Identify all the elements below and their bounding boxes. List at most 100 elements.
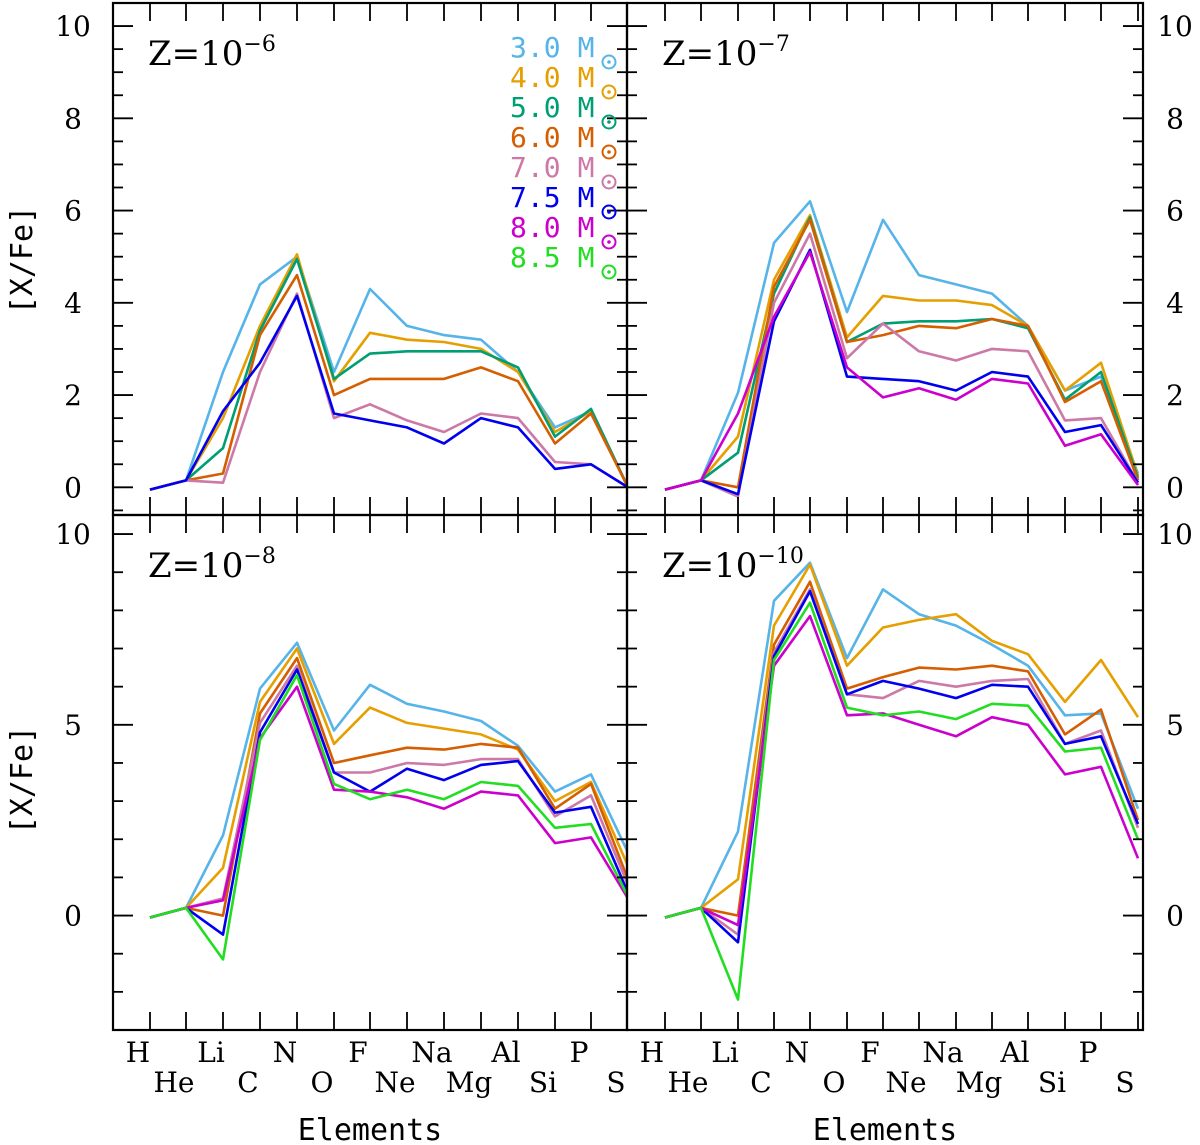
x-tick-label-li: Li	[197, 1036, 225, 1069]
y-tick-label: 0	[64, 900, 82, 933]
x-tick-label-s: S	[606, 1066, 625, 1099]
legend-mass: 4.0	[510, 61, 561, 94]
series-line-3-0-msun	[149, 255, 627, 491]
legend-unit: M	[578, 211, 595, 244]
sun-symbol-dot	[607, 180, 611, 184]
sun-symbol-icon	[601, 144, 617, 160]
sun-symbol-icon	[601, 174, 617, 190]
series-line-4-0-msun	[149, 647, 627, 919]
series-group	[149, 253, 627, 491]
series-line-7-0-msun	[664, 588, 1140, 936]
legend-entry-7-5: 7.5 M	[510, 181, 594, 214]
y-axis-title-top: [X/Fe]	[5, 206, 40, 314]
panel-frame	[625, 513, 1145, 1032]
y-tick-label: 8	[1166, 102, 1184, 135]
panel-metallicity-label: Z=10−7	[662, 32, 790, 74]
y-ticks	[627, 2, 1143, 512]
x-tick-label-li: Li	[711, 1036, 739, 1069]
series-line-4-0-msun	[664, 563, 1140, 919]
series-line-6-0-msun	[149, 656, 627, 919]
panel-metallicity-label: Z=10−8	[148, 544, 276, 586]
x-tick-label-s: S	[1115, 1066, 1134, 1099]
legend-mass: 7.5	[510, 181, 561, 214]
y-tick-label: 8	[64, 102, 82, 135]
x-tick-label-si: Si	[1038, 1066, 1066, 1099]
x-ticks	[149, 515, 592, 1030]
legend-mass: 7.0	[510, 151, 561, 184]
y-tick-label: 0	[1166, 471, 1184, 504]
y-tick-label: 5	[64, 709, 82, 742]
x-tick-label-al: Al	[999, 1036, 1029, 1069]
panel-bottom-right: 0 5 10 Z=10−10	[625, 513, 1193, 1032]
series-line-3-0-msun	[149, 641, 627, 919]
sun-symbol-icon	[601, 204, 617, 220]
series-group	[664, 561, 1140, 1001]
sun-symbol-icon	[601, 234, 617, 250]
legend-unit: M	[578, 61, 595, 94]
y-tick-label: 6	[1166, 195, 1184, 228]
metallicity-exponent: −6	[243, 32, 275, 57]
series-line-8-5-msun	[149, 673, 627, 961]
y-ticks	[627, 533, 1143, 1031]
x-tick-label-n: N	[273, 1036, 298, 1069]
x-tick-label-al: Al	[490, 1036, 520, 1069]
series-line-3-0-msun	[664, 561, 1140, 919]
legend-unit: M	[578, 241, 595, 274]
metallicity-base: Z=10	[148, 546, 243, 586]
panel-metallicity-label: Z=10−10	[662, 544, 804, 586]
x-tick-label-p: P	[570, 1036, 589, 1069]
x-tick-label-si: Si	[529, 1066, 557, 1099]
x-ticks	[664, 3, 1139, 515]
series-line-7-0-msun	[149, 292, 627, 491]
legend-entry-7-0: 7.0 M	[510, 151, 594, 184]
panel-top-left: 0 2 4 6 8 10 Z=10−6	[55, 1, 629, 517]
sun-symbol-dot	[607, 120, 611, 124]
sun-symbol-dot	[607, 240, 611, 244]
series-group	[664, 200, 1140, 498]
x-tick-label-ne: Ne	[885, 1066, 926, 1099]
y-ticks	[113, 533, 627, 1031]
y-tick-label: 10	[1157, 518, 1193, 551]
series-line-7-0-msun	[664, 232, 1140, 498]
x-tick-label-o: O	[823, 1066, 846, 1099]
sun-symbol-icon	[601, 264, 617, 280]
legend-mass: 6.0	[510, 121, 561, 154]
panel-top-right: 0 2 4 6 8 10 Z=10−7	[625, 1, 1193, 517]
series-line-5-0-msun	[149, 257, 627, 491]
series-line-8-0-msun	[664, 614, 1140, 927]
series-line-7-5-msun	[149, 668, 627, 936]
legend-entry-8-5: 8.5 M	[510, 241, 594, 274]
x-tick-label-na: Na	[411, 1036, 452, 1069]
x-tick-label-c: C	[237, 1066, 258, 1099]
sun-symbol-icon	[601, 114, 617, 130]
x-tick-label-p: P	[1079, 1036, 1098, 1069]
metallicity-base: Z=10	[662, 546, 757, 586]
y-tick-label: 0	[1166, 900, 1184, 933]
legend-unit: M	[578, 31, 595, 64]
series-line-8-0-msun	[664, 250, 1140, 491]
sun-symbol-dot	[607, 270, 611, 274]
legend-mass: 8.5	[510, 241, 561, 274]
x-axis-title-right: Elements	[813, 1113, 958, 1145]
x-ticks	[664, 515, 1139, 1030]
series-line-4-0-msun	[664, 213, 1140, 491]
legend-entry-6-0: 6.0 M	[510, 121, 594, 154]
legend: 3.0 M 4.0 M 5.0 M 6.0 M 7.0 M 7.5 M 8.0 M 8.5 M	[510, 31, 617, 280]
metallicity-exponent: −7	[757, 32, 789, 57]
series-line-7-5-msun	[664, 589, 1140, 944]
series-line-6-0-msun	[664, 218, 1140, 491]
x-tick-label-c: C	[750, 1066, 771, 1099]
x-axis-title-left: Elements	[298, 1113, 443, 1145]
sun-symbol-icon	[601, 84, 617, 100]
x-tick-label-n: N	[785, 1036, 810, 1069]
metallicity-exponent: −10	[757, 544, 803, 569]
legend-mass: 8.0	[510, 211, 561, 244]
panel-frame	[625, 1, 1145, 517]
y-tick-label: 4	[1166, 287, 1184, 320]
metallicity-base: Z=10	[148, 34, 243, 74]
series-line-8-5-msun	[664, 601, 1140, 1001]
metallicity-base: Z=10	[662, 34, 757, 74]
series-line-7-5-msun	[149, 294, 627, 491]
series-line-5-0-msun	[664, 216, 1140, 491]
